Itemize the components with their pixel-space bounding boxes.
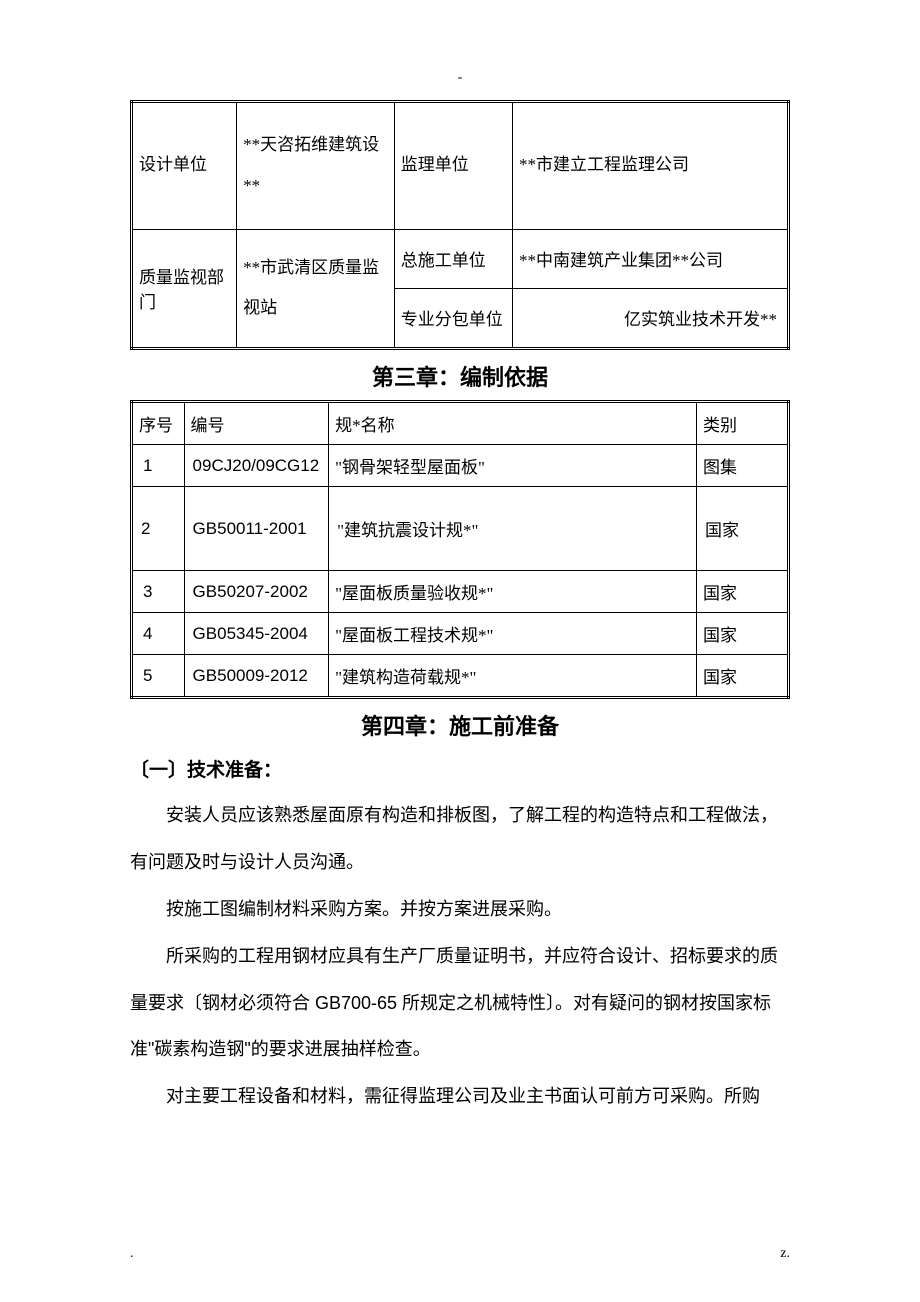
cell-subcontractor-label: 专业分包单位 — [394, 288, 512, 349]
table-row: 5 GB50009-2012 "建筑构造荷载规*" 国家 — [132, 655, 789, 698]
table-row: 2 GB50011-2001 "建筑抗震设计规*" 国家 — [132, 487, 789, 571]
chapter4-title: 第四章：施工前准备 — [130, 709, 790, 741]
cell-subcontractor-value: 亿实筑业技术开发** — [513, 288, 789, 349]
cell-seq: 1 — [132, 445, 185, 487]
cell-cat: 国家 — [697, 655, 789, 698]
footer-marks: . z. — [130, 1246, 790, 1262]
page-top-marker: - — [458, 70, 463, 86]
table-header-row: 序号 编号 规*名称 类别 — [132, 402, 789, 445]
cell-seq: 2 — [132, 487, 185, 571]
footer-left-mark: . — [130, 1246, 134, 1262]
cell-cat: 国家 — [697, 613, 789, 655]
header-code: 编号 — [184, 402, 329, 445]
cell-seq: 4 — [132, 613, 185, 655]
cell-general-contractor-label: 总施工单位 — [394, 229, 512, 288]
cell-design-unit-label: 设计单位 — [132, 102, 237, 230]
cell-supervision-unit-value: **市建立工程监理公司 — [513, 102, 789, 230]
cell-design-unit-value: **天咨拓维建筑设** — [237, 102, 395, 230]
cell-code: GB50009-2012 — [184, 655, 329, 698]
cell-cat: 国家 — [697, 571, 789, 613]
cell-code: GB50011-2001 — [184, 487, 329, 571]
table-row: 4 GB05345-2004 "屋面板工程技术规*" 国家 — [132, 613, 789, 655]
cell-name: "屋面板质量验收规*" — [329, 571, 697, 613]
table-row: 3 GB50207-2002 "屋面板质量验收规*" 国家 — [132, 571, 789, 613]
header-name: 规*名称 — [329, 402, 697, 445]
cell-name: "钢骨架轻型屋面板" — [329, 445, 697, 487]
cell-code: 09CJ20/09CG12 — [184, 445, 329, 487]
cell-supervision-unit-label: 监理单位 — [394, 102, 512, 230]
paragraph: 所采购的工程用钢材应具有生产厂质量证明书，并应符合设计、招标要求的质量要求〔钢材… — [130, 933, 790, 1073]
project-info-table: 设计单位 **天咨拓维建筑设** 监理单位 **市建立工程监理公司 质量监视部门… — [130, 100, 790, 350]
cell-name: "屋面板工程技术规*" — [329, 613, 697, 655]
cell-code: GB05345-2004 — [184, 613, 329, 655]
chapter3-title: 第三章：编制依据 — [130, 360, 790, 392]
cell-quality-dept-value: **市武清区质量监视站 — [237, 229, 395, 349]
section1-title: 〔一〕技术准备： — [130, 755, 790, 782]
table-row: 质量监视部门 **市武清区质量监视站 总施工单位 **中南建筑产业集团**公司 — [132, 229, 789, 288]
cell-cat: 图集 — [697, 445, 789, 487]
table-row: 1 09CJ20/09CG12 "钢骨架轻型屋面板" 图集 — [132, 445, 789, 487]
cell-name: "建筑抗震设计规*" — [329, 487, 697, 571]
header-seq: 序号 — [132, 402, 185, 445]
paragraph: 按施工图编制材料采购方案。并按方案进展采购。 — [130, 886, 790, 933]
cell-name: "建筑构造荷载规*" — [329, 655, 697, 698]
cell-general-contractor-value: **中南建筑产业集团**公司 — [513, 229, 789, 288]
footer-right-mark: z. — [780, 1246, 790, 1262]
paragraph: 安装人员应该熟悉屋面原有构造和排板图，了解工程的构造特点和工程做法，有问题及时与… — [130, 792, 790, 886]
cell-quality-dept-label: 质量监视部门 — [132, 229, 237, 349]
paragraph: 对主要工程设备和材料，需征得监理公司及业主书面认可前方可采购。所购 — [130, 1073, 790, 1120]
cell-seq: 3 — [132, 571, 185, 613]
cell-cat: 国家 — [697, 487, 789, 571]
table-row: 设计单位 **天咨拓维建筑设** 监理单位 **市建立工程监理公司 — [132, 102, 789, 230]
cell-code: GB50207-2002 — [184, 571, 329, 613]
header-cat: 类别 — [697, 402, 789, 445]
cell-seq: 5 — [132, 655, 185, 698]
basis-table: 序号 编号 规*名称 类别 1 09CJ20/09CG12 "钢骨架轻型屋面板"… — [130, 400, 790, 699]
